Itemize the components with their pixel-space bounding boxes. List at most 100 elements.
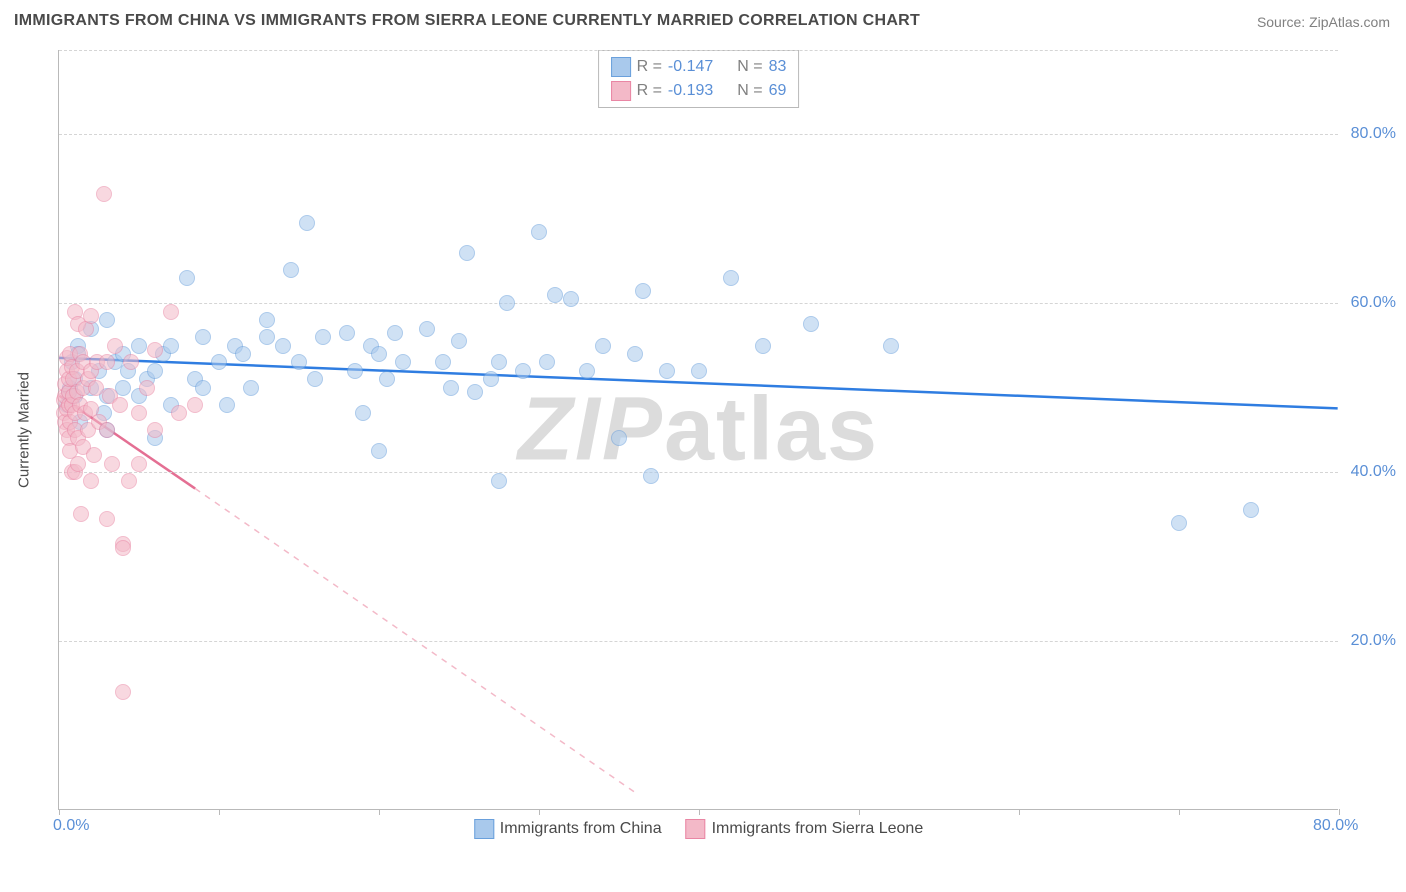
legend-swatch-sierra: [611, 81, 631, 101]
series-swatch-sierra: [686, 819, 706, 839]
data-point-china: [395, 354, 411, 370]
x-tick-mark: [219, 809, 220, 815]
data-point-china: [147, 363, 163, 379]
data-point-sierra: [131, 405, 147, 421]
data-point-china: [195, 329, 211, 345]
data-point-sierra: [99, 422, 115, 438]
data-point-china: [755, 338, 771, 354]
data-point-china: [451, 333, 467, 349]
x-tick-mark: [379, 809, 380, 815]
data-point-china: [595, 338, 611, 354]
data-point-china: [723, 270, 739, 286]
data-point-sierra: [115, 684, 131, 700]
data-point-china: [211, 354, 227, 370]
chart-title: IMMIGRANTS FROM CHINA VS IMMIGRANTS FROM…: [14, 12, 920, 30]
data-point-china: [371, 443, 387, 459]
trend-lines: [59, 50, 1338, 809]
data-point-sierra: [99, 354, 115, 370]
data-point-sierra: [187, 397, 203, 413]
legend-r-value-sierra: -0.193: [668, 82, 713, 100]
legend-n-label: N =: [737, 82, 762, 100]
legend-r-value-china: -0.147: [668, 58, 713, 76]
series-legend: Immigrants from China Immigrants from Sie…: [474, 819, 923, 839]
x-tick-mark: [539, 809, 540, 815]
data-point-china: [339, 325, 355, 341]
gridline-h: [59, 641, 1338, 642]
data-point-china: [315, 329, 331, 345]
legend-n-value-china: 83: [769, 58, 787, 76]
data-point-china: [99, 312, 115, 328]
data-point-china: [491, 473, 507, 489]
data-point-china: [803, 316, 819, 332]
legend-row-sierra: R = -0.193 N = 69: [611, 79, 787, 103]
data-point-china: [1171, 515, 1187, 531]
data-point-sierra: [131, 456, 147, 472]
data-point-china: [483, 371, 499, 387]
data-point-china: [1243, 502, 1259, 518]
data-point-china: [515, 363, 531, 379]
data-point-china: [435, 354, 451, 370]
data-point-china: [691, 363, 707, 379]
data-point-china: [355, 405, 371, 421]
data-point-sierra: [121, 473, 137, 489]
x-tick-mark: [1339, 809, 1340, 815]
y-tick-label: 40.0%: [1351, 463, 1396, 481]
y-tick-label: 80.0%: [1351, 125, 1396, 143]
data-point-sierra: [104, 456, 120, 472]
gridline-h: [59, 50, 1338, 51]
data-point-china: [499, 295, 515, 311]
data-point-sierra: [70, 456, 86, 472]
data-point-china: [131, 338, 147, 354]
gridline-h: [59, 472, 1338, 473]
data-point-sierra: [96, 186, 112, 202]
correlation-legend: R =-0.147N =83 R = -0.193 N = 69: [598, 50, 800, 108]
x-tick-label: 80.0%: [1313, 817, 1358, 835]
watermark: ZIPatlas: [518, 378, 879, 481]
data-point-china: [307, 371, 323, 387]
y-axis-label: Currently Married: [16, 372, 33, 488]
series-legend-item-sierra: Immigrants from Sierra Leone: [686, 819, 924, 839]
x-tick-mark: [1019, 809, 1020, 815]
legend-row-china: R =-0.147N =83: [611, 55, 787, 79]
y-tick-label: 20.0%: [1351, 632, 1396, 650]
data-point-sierra: [83, 308, 99, 324]
data-point-china: [371, 346, 387, 362]
x-tick-mark: [1179, 809, 1180, 815]
series-label-china: Immigrants from China: [500, 820, 662, 837]
x-tick-mark: [859, 809, 860, 815]
source-label: Source: ZipAtlas.com: [1257, 14, 1390, 30]
chart-plot-area: ZIPatlas R =-0.147N =83R =-0.193N =69 Im…: [58, 50, 1338, 810]
legend-n-value-sierra: 69: [769, 82, 787, 100]
data-point-china: [547, 287, 563, 303]
data-point-china: [179, 270, 195, 286]
data-point-sierra: [99, 511, 115, 527]
watermark-zip: ZIP: [518, 379, 664, 479]
data-point-china: [195, 380, 211, 396]
x-tick-mark: [699, 809, 700, 815]
data-point-china: [299, 215, 315, 231]
x-tick-mark: [59, 809, 60, 815]
data-point-china: [539, 354, 555, 370]
data-point-sierra: [147, 342, 163, 358]
x-tick-label: 0.0%: [53, 817, 89, 835]
data-point-china: [635, 283, 651, 299]
series-swatch-china: [474, 819, 494, 839]
data-point-china: [579, 363, 595, 379]
data-point-sierra: [171, 405, 187, 421]
data-point-china: [259, 312, 275, 328]
series-label-sierra: Immigrants from Sierra Leone: [712, 820, 924, 837]
data-point-sierra: [86, 447, 102, 463]
data-point-china: [443, 380, 459, 396]
legend-r-label: R =: [637, 82, 662, 100]
data-point-china: [347, 363, 363, 379]
gridline-h: [59, 303, 1338, 304]
data-point-china: [659, 363, 675, 379]
data-point-china: [611, 430, 627, 446]
gridline-h: [59, 134, 1338, 135]
data-point-sierra: [123, 354, 139, 370]
data-point-sierra: [73, 506, 89, 522]
data-point-china: [259, 329, 275, 345]
data-point-china: [387, 325, 403, 341]
data-point-china: [291, 354, 307, 370]
data-point-china: [467, 384, 483, 400]
